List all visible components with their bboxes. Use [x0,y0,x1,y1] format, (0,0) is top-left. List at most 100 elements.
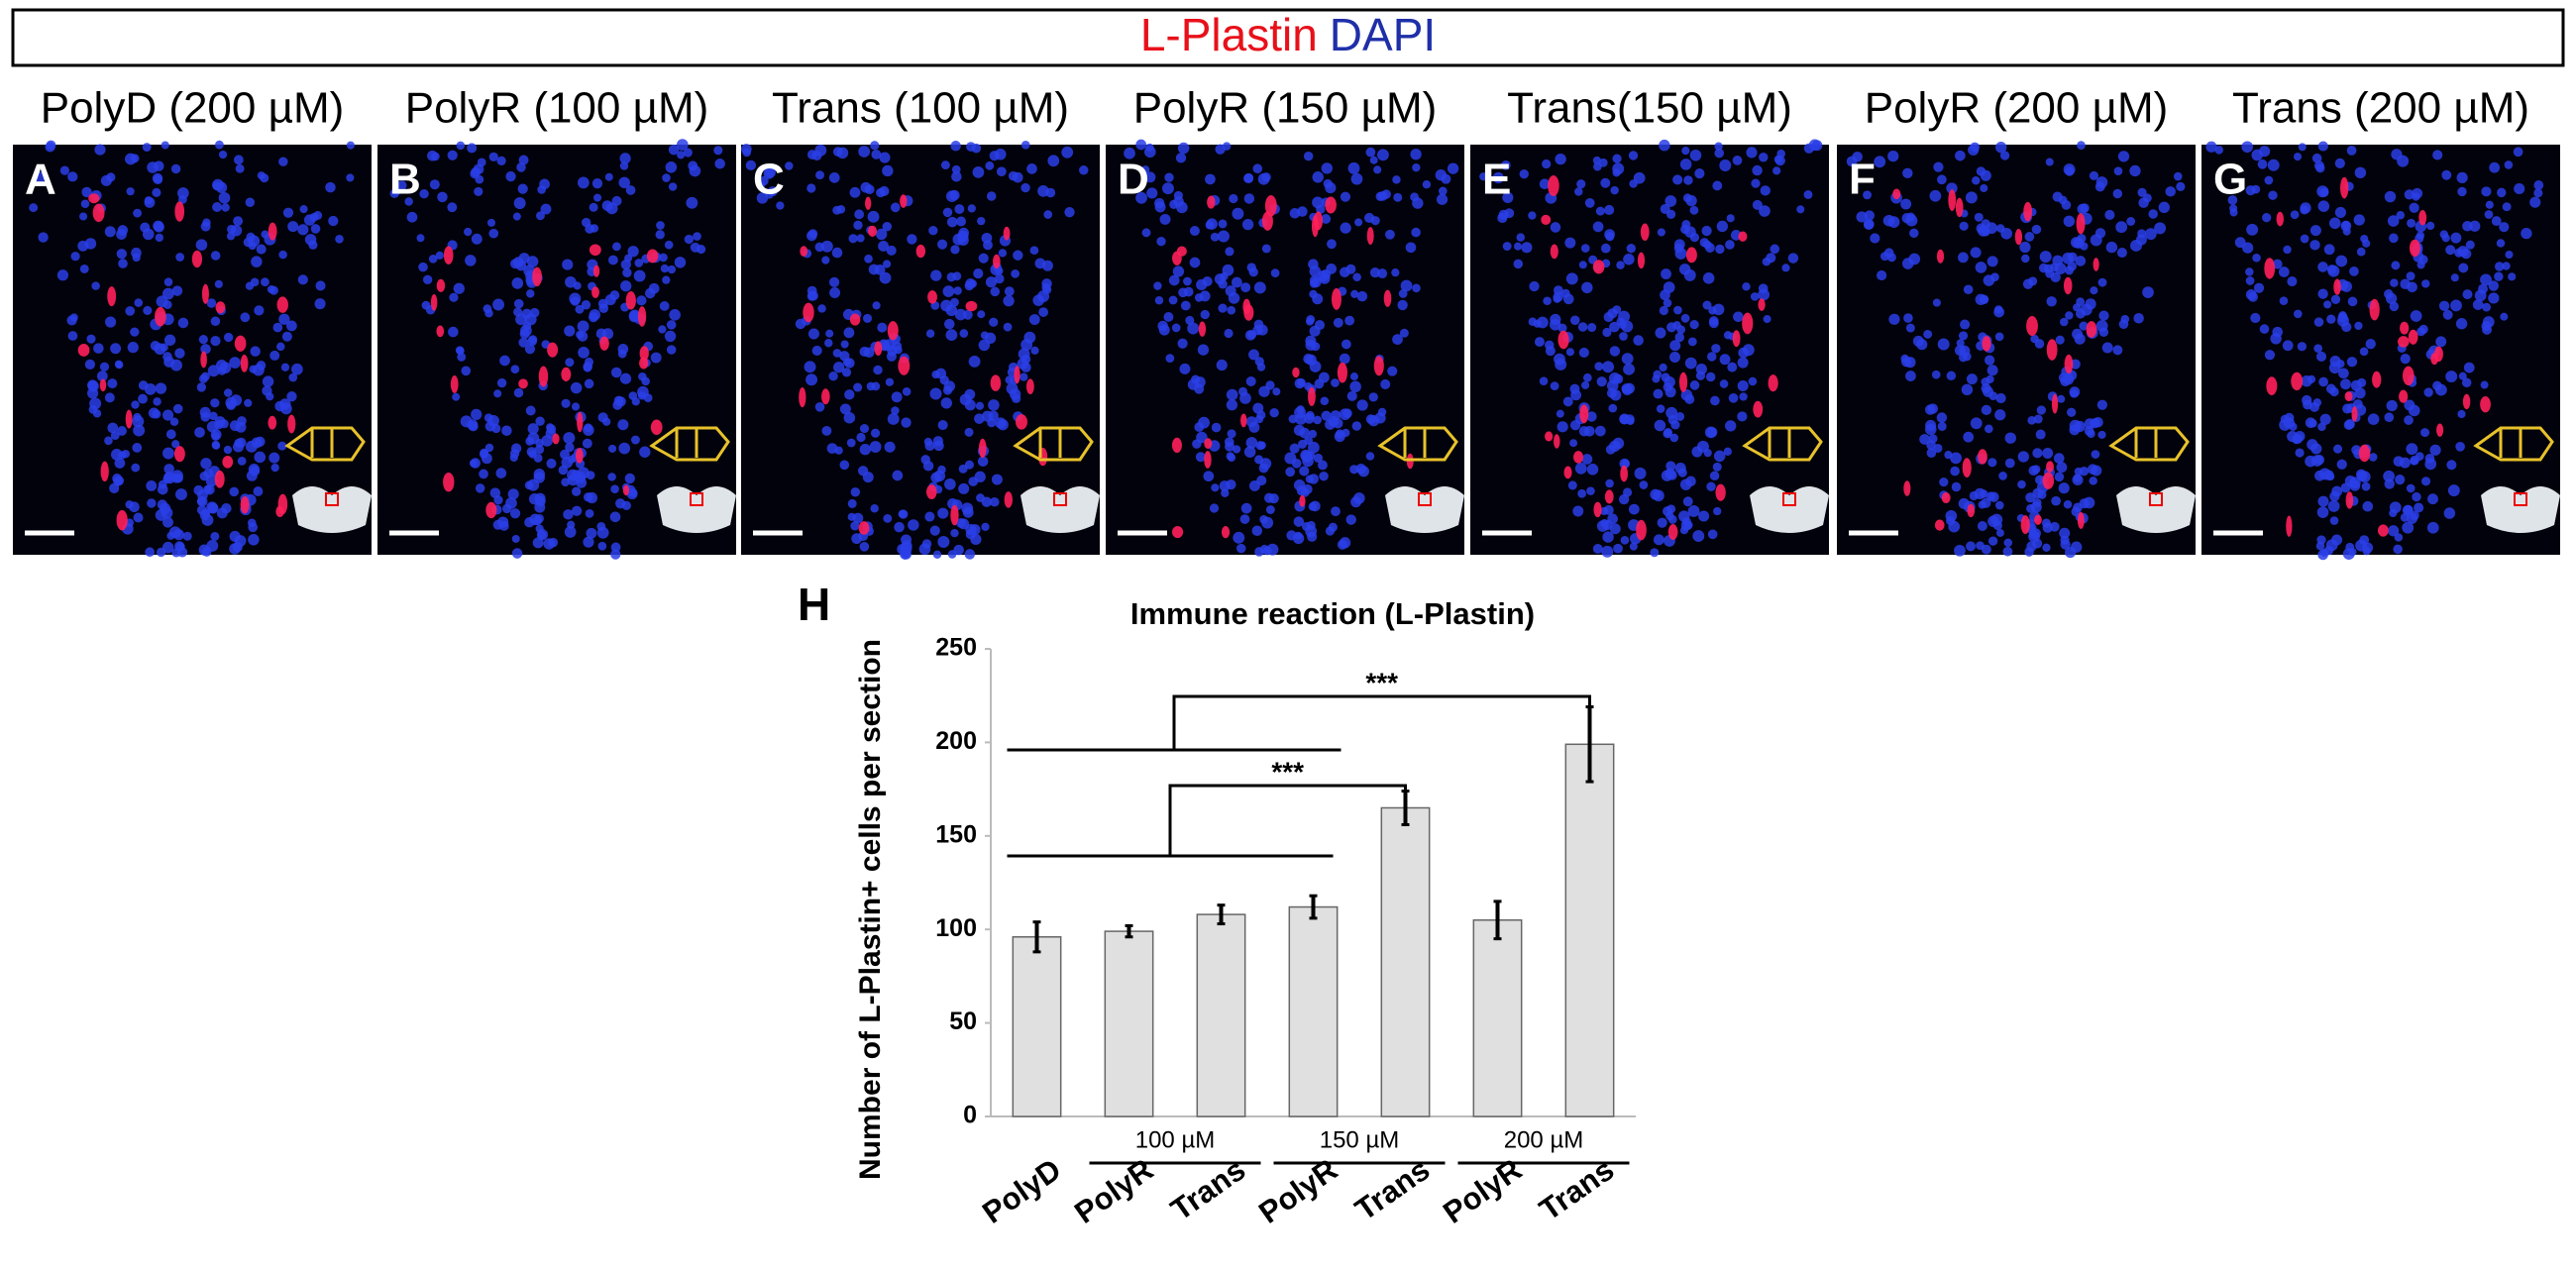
nucleus [235,163,245,173]
nucleus [1272,387,1281,396]
nucleus [1159,213,1171,225]
nucleus [1711,344,1721,354]
nucleus [1763,315,1771,324]
nucleus [2393,544,2403,555]
nucleus [2336,314,2349,327]
nucleus [954,308,967,321]
nucleus [932,436,943,447]
nucleus [2406,443,2418,456]
nucleus [162,409,174,421]
y-axis-label: Number of L-Plastin+ cells per section [854,639,887,1180]
nucleus [175,488,187,500]
nucleus [908,519,919,531]
nucleus [929,525,940,536]
nucleus [1314,378,1325,389]
nucleus [486,218,495,227]
nucleus [2457,186,2467,197]
nucleus [509,508,521,519]
nucleus [1672,174,1683,185]
l-plastin-cell [2077,511,2085,529]
l-plastin-cell [240,354,249,372]
l-plastin-cell [874,341,883,357]
nucleus [314,298,326,310]
nucleus [1211,483,1220,492]
nucleus [1218,303,1228,313]
nucleus [1609,346,1621,357]
nucleus [248,534,260,546]
nucleus [118,259,128,268]
nucleus [843,327,855,339]
l-plastin-cell [1014,366,1020,384]
nucleus [1256,410,1266,420]
nucleus [1321,410,1332,421]
l-plastin-cell [950,504,959,526]
nucleus [2084,426,2094,436]
nucleus [1699,238,1709,248]
nucleus [1325,526,1336,536]
brain-marker [2149,492,2163,506]
nucleus [2456,171,2468,183]
nucleus [2079,321,2089,331]
nucleus [93,343,104,354]
l-plastin-cell [867,225,878,237]
nucleus [266,392,274,401]
nucleus [223,445,233,455]
fish-icon [284,426,366,462]
nucleus [2335,255,2348,267]
nucleus [133,412,142,422]
nucleus [940,397,952,409]
nucleus [1447,162,1459,174]
nucleus [142,228,155,241]
nucleus [2242,242,2254,254]
nucleus [560,449,570,460]
nucleus [991,474,1003,485]
nucleus [638,371,647,381]
nucleus [1596,376,1607,387]
nucleus [2287,275,2298,287]
panel-letter: B [389,156,421,204]
nucleus [215,140,224,150]
nucleus [1569,420,1581,431]
nucleus [1513,259,1524,269]
nucleus [658,325,667,334]
nucleus [155,382,167,394]
nucleus [1803,190,1813,199]
nucleus [862,472,874,483]
nucleus [937,507,949,519]
header-box [11,8,2565,67]
l-plastin-cell [234,335,247,352]
nucleus [526,447,537,458]
nucleus [969,524,981,536]
nucleus [869,441,882,453]
nucleus [676,139,689,151]
nucleus [1308,259,1319,270]
nucleus [1504,208,1515,219]
nucleus [1955,150,1966,161]
nucleus [1864,210,1876,221]
nucleus [953,544,964,556]
nucleus [1251,525,1263,536]
nucleus [879,271,892,284]
nucleus [496,156,506,165]
nucleus [2439,230,2449,239]
brain-marker [2514,492,2527,506]
nucleus [1713,450,1726,463]
micrograph-bg [13,145,372,555]
nucleus [937,536,950,549]
nucleus [143,305,153,315]
nucleus [281,331,292,342]
nucleus [1351,421,1362,431]
l-plastin-cell [1541,214,1552,226]
nucleus [104,226,116,238]
nucleus [155,509,167,521]
nucleus [2445,371,2458,383]
nucleus [1874,156,1886,168]
nucleus [1657,517,1667,528]
nucleus [1161,182,1174,195]
nucleus [2004,432,2016,444]
nucleus [2113,166,2123,176]
nucleus [1612,437,1625,450]
nucleus [1299,427,1311,439]
l-plastin-cell [538,366,549,387]
nucleus [1974,212,1984,222]
